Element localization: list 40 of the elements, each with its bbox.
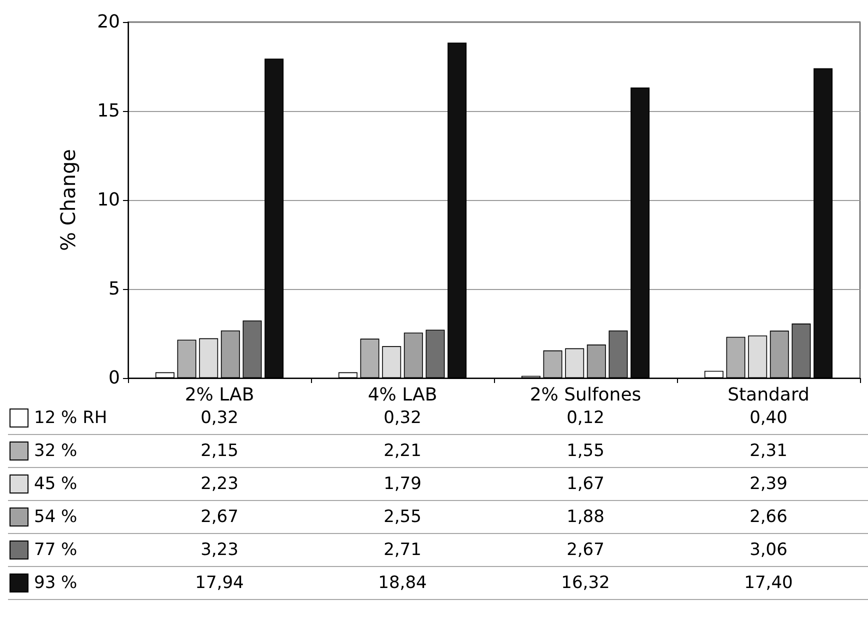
data-label: 17,94 [195,573,244,593]
legend-label: 32 % [34,441,78,461]
data-label: 1,67 [566,474,604,494]
data-label: 2,39 [750,474,788,494]
data-label: 2,31 [750,441,788,461]
data-label: 0,32 [384,408,422,428]
data-label: 1,55 [566,441,604,461]
legend-label: 77 % [34,540,78,560]
data-label: 3,06 [750,540,788,560]
y-tick-label: 15 [97,100,120,122]
data-label: 18,84 [378,573,427,593]
data-label: 3,23 [200,540,238,560]
data-label: 0,32 [200,408,238,428]
x-tick-label: 2% Sulfones [530,384,642,406]
data-label: 17,40 [744,573,793,593]
y-tick-label: 0 [108,368,120,388]
y-tick-label: 5 [108,278,120,300]
data-label: 2,66 [750,507,788,527]
data-label: 2,21 [384,441,422,461]
data-label: 2,71 [384,540,422,560]
x-tick-label: Standard [728,384,810,406]
legend-label: 54 % [34,507,78,527]
x-tick-label: 2% LAB [184,384,254,406]
data-label: 1,79 [384,474,422,494]
data-label: 2,67 [566,540,604,560]
data-label: 2,55 [384,507,422,527]
legend-label: 12 % RH [34,408,108,428]
data-label: 1,88 [566,507,604,527]
data-label: 2,15 [200,441,238,461]
legend-label: 45 % [34,474,78,494]
data-label: 2,23 [200,474,238,494]
y-axis-title: % Change [56,149,80,251]
data-label: 2,67 [200,507,238,527]
y-tick-label: 20 [97,12,120,32]
legend-label: 93 % [34,573,78,593]
data-label: 16,32 [561,573,610,593]
y-tick-label: 10 [97,190,120,210]
data-label: 0,12 [566,408,604,428]
x-tick-label: 4% LAB [368,384,438,406]
data-label: 0,40 [750,408,788,428]
